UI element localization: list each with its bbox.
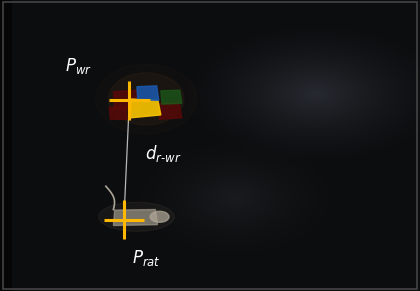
Polygon shape — [109, 106, 127, 119]
Text: $d_{r\text{-}wr}$: $d_{r\text{-}wr}$ — [145, 143, 181, 164]
Ellipse shape — [150, 211, 169, 222]
Polygon shape — [158, 102, 182, 119]
Polygon shape — [113, 90, 140, 109]
Ellipse shape — [99, 202, 174, 231]
Text: $P_{wr}$: $P_{wr}$ — [65, 56, 92, 76]
Polygon shape — [113, 210, 158, 226]
Circle shape — [108, 73, 184, 125]
Polygon shape — [161, 90, 182, 104]
Polygon shape — [130, 99, 161, 118]
Circle shape — [96, 64, 197, 134]
Polygon shape — [137, 86, 159, 100]
Text: $P_{rat}$: $P_{rat}$ — [132, 248, 161, 268]
